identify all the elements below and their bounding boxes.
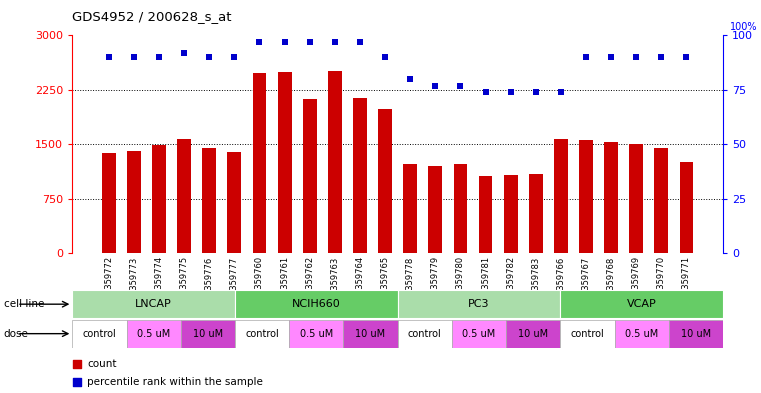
Bar	[289, 320, 343, 348]
Bar	[303, 99, 317, 253]
Bar	[235, 320, 289, 348]
Text: 0.5 uM: 0.5 uM	[625, 329, 658, 339]
Point	[630, 54, 642, 60]
Point	[128, 54, 140, 60]
Bar	[378, 109, 392, 253]
Bar	[529, 174, 543, 253]
Bar	[614, 320, 669, 348]
Text: 0.5 uM: 0.5 uM	[137, 329, 170, 339]
Point	[404, 76, 416, 82]
Text: 10 uM: 10 uM	[681, 329, 711, 339]
Bar	[72, 290, 235, 318]
Point	[103, 54, 115, 60]
Text: 10 uM: 10 uM	[193, 329, 223, 339]
Bar	[504, 175, 517, 253]
Point	[655, 54, 667, 60]
Text: NCIH660: NCIH660	[292, 299, 341, 309]
Point	[279, 39, 291, 45]
Bar	[328, 71, 342, 253]
Text: LNCAP: LNCAP	[135, 299, 172, 309]
Bar	[278, 72, 291, 253]
Point	[304, 39, 316, 45]
Point	[203, 54, 215, 60]
Text: dose: dose	[4, 329, 29, 339]
Point	[479, 89, 492, 95]
Bar	[403, 164, 417, 253]
Point	[71, 379, 83, 385]
Bar	[629, 144, 643, 253]
Point	[354, 39, 366, 45]
Bar	[554, 140, 568, 253]
Point	[530, 89, 542, 95]
Bar	[579, 140, 593, 253]
Bar	[228, 152, 241, 253]
Bar	[235, 290, 397, 318]
Point	[379, 54, 391, 60]
Text: 0.5 uM: 0.5 uM	[300, 329, 333, 339]
Bar	[343, 320, 397, 348]
Text: PC3: PC3	[468, 299, 490, 309]
Text: 10 uM: 10 uM	[355, 329, 386, 339]
Bar	[506, 320, 560, 348]
Point	[454, 83, 466, 89]
Text: 100%: 100%	[730, 22, 757, 32]
Bar	[454, 164, 467, 253]
Bar	[253, 73, 266, 253]
Bar	[202, 148, 216, 253]
Text: cell line: cell line	[4, 299, 44, 309]
Point	[429, 83, 441, 89]
Text: control: control	[408, 329, 441, 339]
Point	[253, 39, 266, 45]
Bar	[127, 151, 141, 253]
Bar	[560, 320, 614, 348]
Point	[71, 361, 83, 367]
Bar	[353, 98, 367, 253]
Point	[580, 54, 592, 60]
Bar	[680, 162, 693, 253]
Text: control: control	[82, 329, 116, 339]
Text: percentile rank within the sample: percentile rank within the sample	[87, 377, 263, 387]
Text: count: count	[87, 359, 116, 369]
Point	[178, 50, 190, 56]
Text: control: control	[245, 329, 279, 339]
Point	[605, 54, 617, 60]
Bar	[126, 320, 181, 348]
Bar	[428, 166, 442, 253]
Bar	[152, 145, 166, 253]
Point	[153, 54, 165, 60]
Bar	[397, 320, 452, 348]
Bar	[102, 153, 116, 253]
Bar	[654, 148, 668, 253]
Bar	[604, 141, 618, 253]
Bar	[669, 320, 723, 348]
Bar	[397, 290, 560, 318]
Bar	[181, 320, 235, 348]
Bar	[479, 176, 492, 253]
Point	[329, 39, 341, 45]
Text: 0.5 uM: 0.5 uM	[463, 329, 495, 339]
Bar	[72, 320, 126, 348]
Point	[555, 89, 567, 95]
Text: 10 uM: 10 uM	[518, 329, 548, 339]
Bar	[177, 140, 191, 253]
Bar	[452, 320, 506, 348]
Point	[680, 54, 693, 60]
Text: GDS4952 / 200628_s_at: GDS4952 / 200628_s_at	[72, 10, 232, 23]
Point	[505, 89, 517, 95]
Bar	[560, 290, 723, 318]
Text: VCAP: VCAP	[627, 299, 657, 309]
Text: control: control	[571, 329, 604, 339]
Point	[228, 54, 240, 60]
